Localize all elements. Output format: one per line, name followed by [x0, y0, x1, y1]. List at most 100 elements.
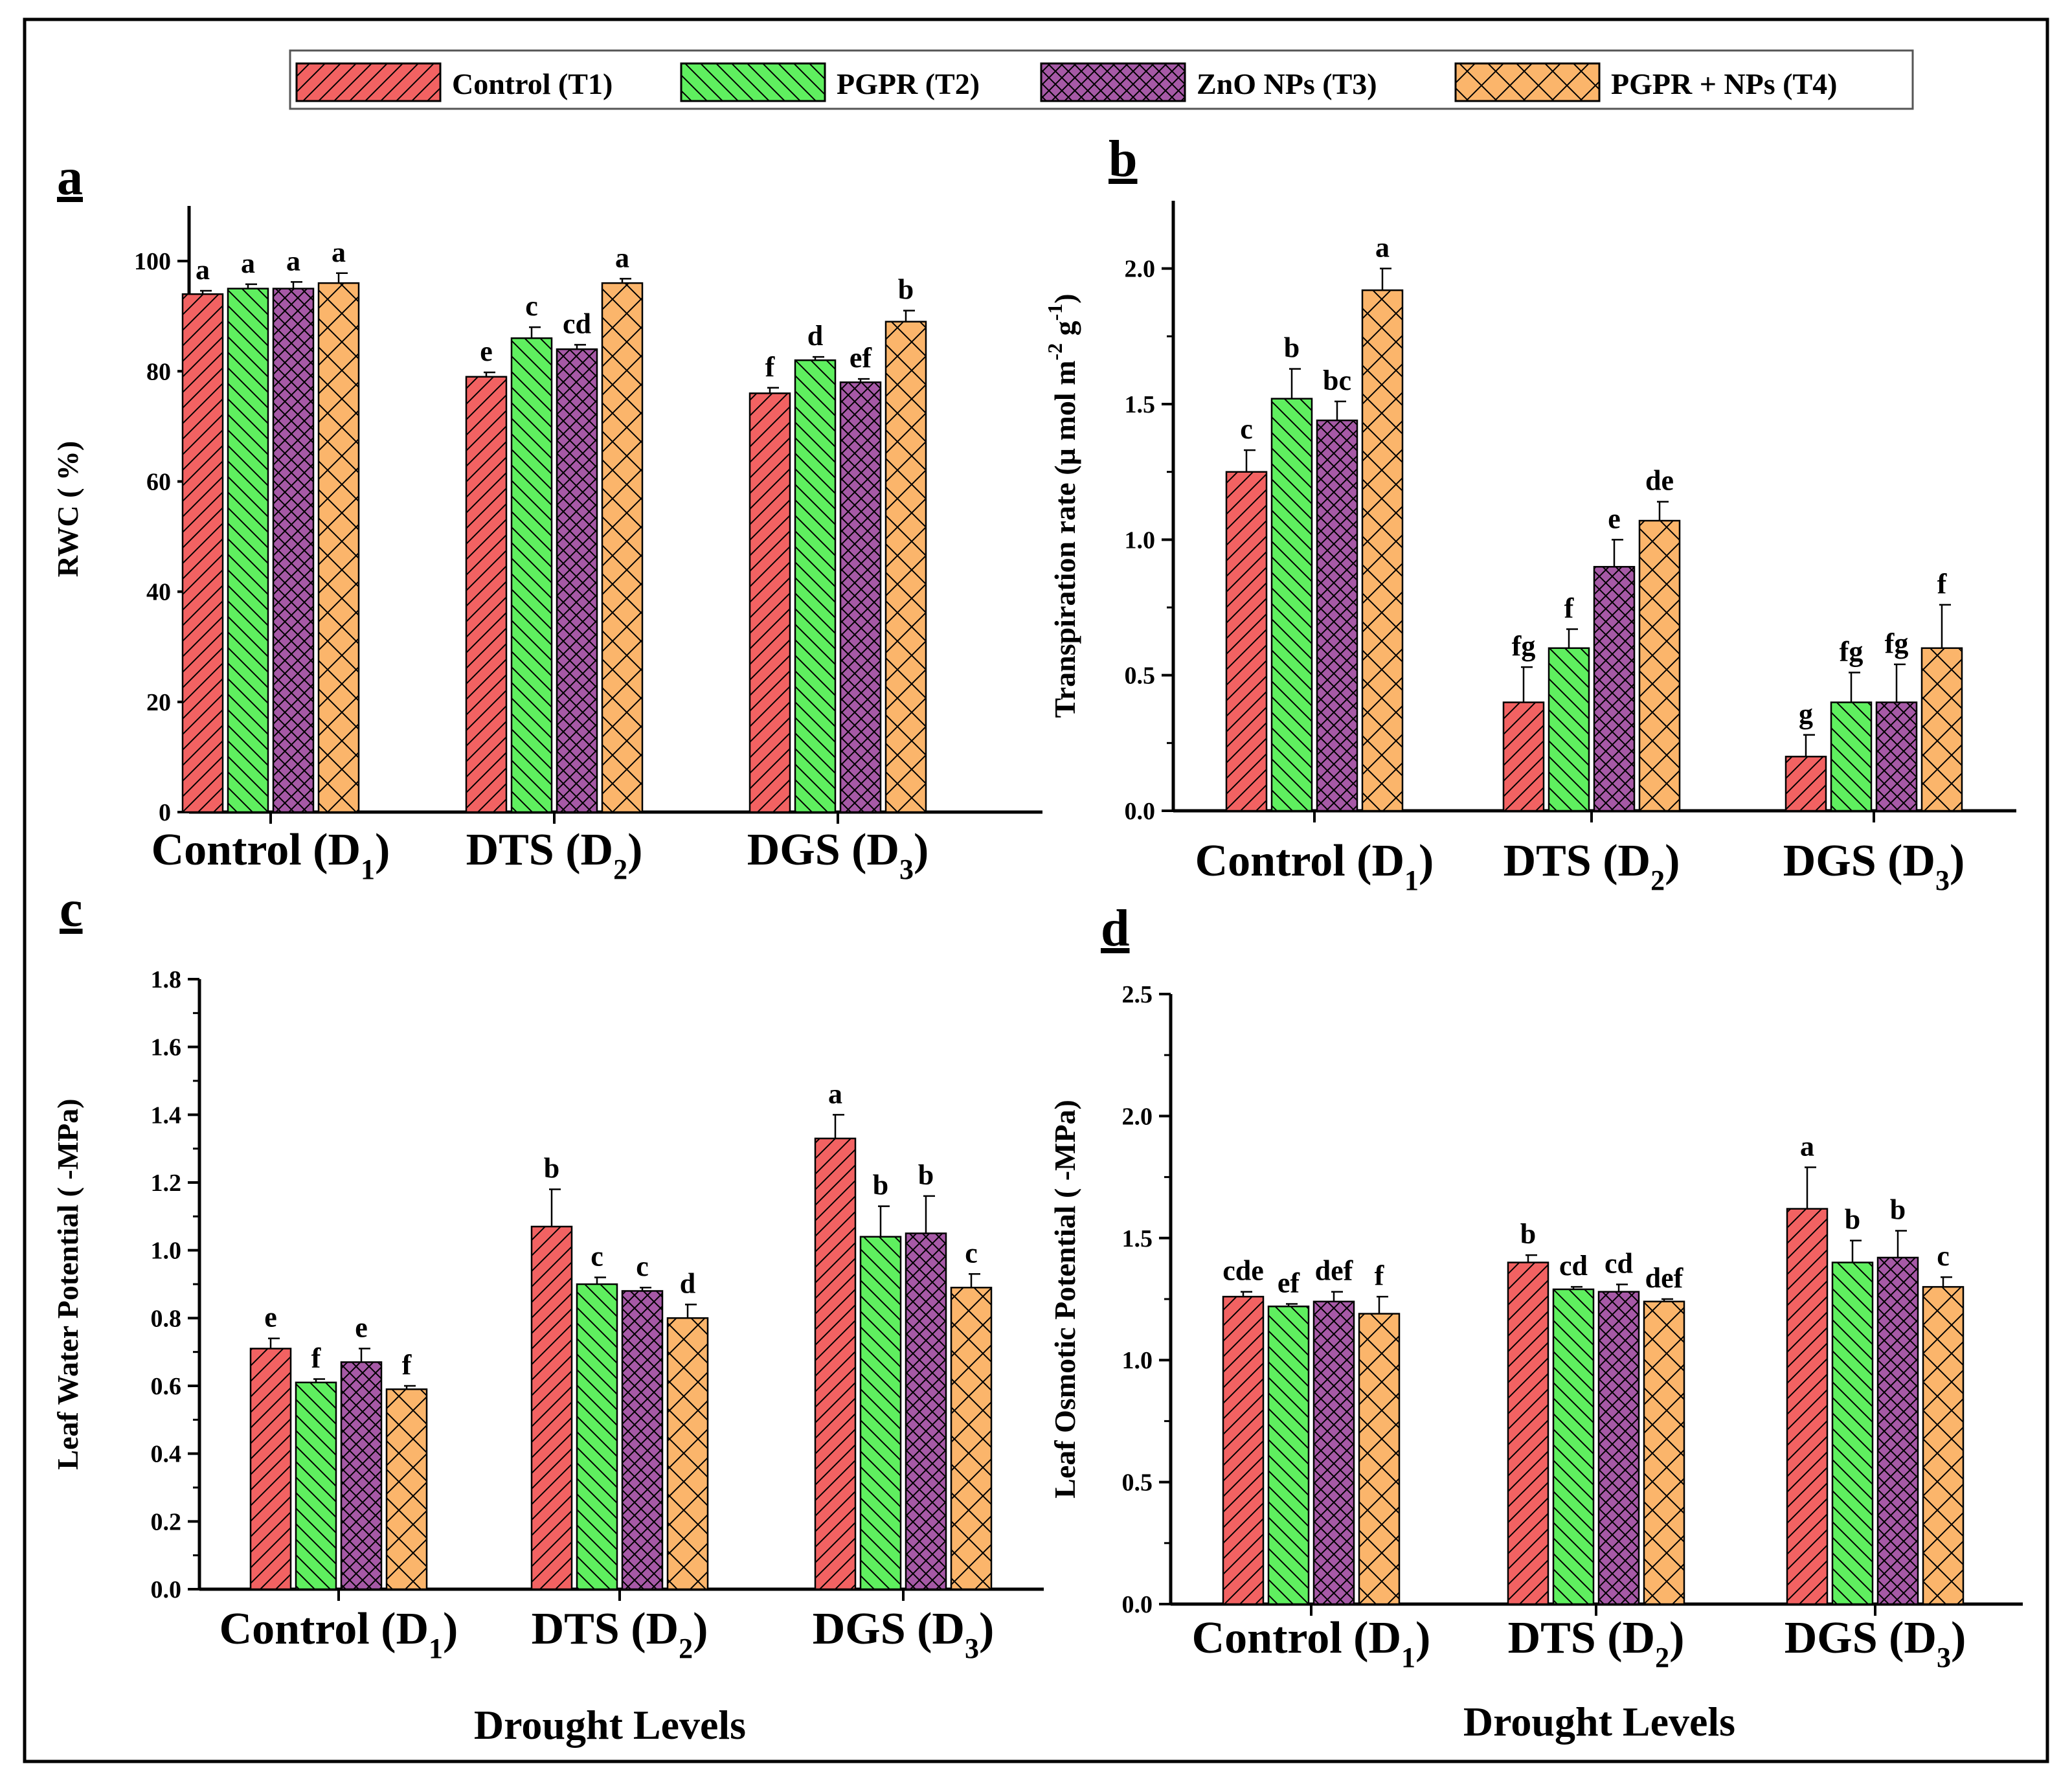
y-tick-label: 0.0: [151, 1576, 182, 1603]
bar-d-3-t3: [1876, 1256, 1919, 1605]
bar-d-1-t4: [1358, 1313, 1401, 1605]
y-tick-label: 100: [134, 248, 171, 275]
significance-letter: fg: [1885, 628, 1909, 659]
significance-letter: cde: [1222, 1255, 1264, 1287]
x-tick-label-close: ): [375, 825, 390, 875]
significance-letter: a: [615, 242, 629, 273]
x-tick-label-sub: 3: [1935, 865, 1950, 896]
y-axis-title: Leaf Water Potential ( -MPa): [51, 1098, 84, 1469]
x-tick-label-main: DGS (D: [1785, 1613, 1937, 1663]
significance-letter: fg: [1840, 635, 1864, 667]
x-tick-label-main: Control (D: [152, 825, 361, 875]
significance-letter: f: [1375, 1260, 1385, 1291]
bar-d-2-t2: [1552, 1288, 1595, 1605]
significance-letter: d: [680, 1267, 695, 1299]
significance-letter: de: [1645, 465, 1674, 497]
y-tick-label: 0: [159, 799, 171, 826]
bar-c-3-t1: [814, 1137, 857, 1590]
x-tick-label-main: DTS (D: [1503, 836, 1651, 886]
bar-b-1-t1: [1225, 471, 1268, 812]
y-tick-label: 0.0: [1125, 798, 1156, 825]
x-tick-label-sub: 1: [361, 854, 375, 885]
significance-letter: f: [765, 351, 776, 383]
significance-letter: b: [873, 1170, 888, 1201]
bar-d-3-t1: [1786, 1208, 1829, 1605]
y-tick-label: 1.6: [151, 1034, 182, 1061]
y-tick-label: 0.6: [151, 1373, 182, 1400]
x-tick-label-close: ): [1665, 836, 1680, 886]
significance-letter: cd: [1559, 1250, 1588, 1282]
y-tick-label: 0.8: [151, 1305, 182, 1332]
significance-letter: a: [1800, 1131, 1814, 1162]
y-tick-label: 40: [146, 579, 171, 606]
y-tick-label: 60: [146, 468, 171, 495]
x-tick-label-sub: 1: [1404, 865, 1419, 896]
x-tick-label: DGS (D3): [1785, 1613, 1966, 1673]
y-axis-title-part: g: [1048, 321, 1081, 343]
x-tick-label: DGS (D3): [813, 1604, 995, 1664]
x-tick-label-close: ): [914, 825, 929, 875]
bar-b-2-t2: [1548, 647, 1590, 812]
bar-d-3-t4: [1922, 1285, 1965, 1605]
x-tick-label: DGS (D3): [747, 825, 929, 885]
y-tick-label: 0.5: [1125, 662, 1156, 690]
y-tick-label: 1.0: [1125, 526, 1156, 554]
x-tick-label: Control (D1): [1192, 1613, 1431, 1673]
significance-letter: def: [1315, 1255, 1354, 1287]
significance-letter: fg: [1512, 630, 1536, 662]
y-tick-label: 80: [146, 358, 171, 385]
significance-letter: c: [1937, 1240, 1950, 1272]
significance-letter: bc: [1323, 365, 1351, 396]
x-tick-label-sub: 2: [679, 1633, 693, 1664]
bar-a-2-t3: [556, 348, 598, 813]
significance-letter: cd: [563, 308, 591, 339]
significance-letter: ef: [1278, 1267, 1301, 1299]
figure-border: [23, 17, 2049, 1763]
x-tick-label-close: ): [627, 825, 642, 875]
x-tick-label-close: ): [1950, 836, 1965, 886]
bar-b-2-t1: [1502, 701, 1545, 812]
bar-b-2-t4: [1638, 519, 1681, 812]
significance-letter: f: [311, 1342, 322, 1374]
significance-letter: ef: [850, 342, 873, 374]
significance-letter: g: [1799, 698, 1813, 730]
significance-letter: f: [1564, 592, 1575, 624]
bar-d-2-t4: [1643, 1300, 1685, 1605]
x-axis-title-right: Drought Levels: [1463, 1699, 1735, 1745]
significance-letter: a: [332, 236, 346, 268]
x-tick-label-sub: 3: [1937, 1642, 1951, 1673]
significance-letter: f: [402, 1349, 412, 1381]
bar-a-1-t3: [272, 288, 315, 813]
x-tick-label: Control (D1): [1195, 836, 1434, 896]
significance-letter: a: [828, 1078, 842, 1109]
bar-a-1-t1: [181, 293, 224, 813]
bar-c-3-t4: [950, 1286, 993, 1590]
legend-swatch-4: [1454, 62, 1601, 102]
y-tick-label: 0.5: [1122, 1469, 1153, 1497]
y-tick-label: 1.0: [1122, 1347, 1153, 1374]
bar-d-3-t2: [1831, 1262, 1874, 1605]
x-tick-label: DTS (D2): [466, 825, 643, 885]
significance-letter: b: [1845, 1204, 1860, 1236]
x-tick-label-close: ): [1415, 1613, 1430, 1663]
legend-swatch-3: [1040, 62, 1186, 102]
bar-b-1-t3: [1316, 419, 1358, 812]
y-axis-title-part: Transpiration rate (µ mol m: [1048, 361, 1081, 718]
x-tick-label-sub: 2: [1650, 865, 1665, 896]
bar-b-3-t3: [1875, 701, 1918, 812]
bar-b-3-t4: [1920, 647, 1963, 812]
bar-c-1-t1: [249, 1348, 292, 1590]
significance-letter: d: [807, 320, 823, 352]
x-tick-label-close: ): [1669, 1613, 1684, 1663]
x-tick-label-sub: 1: [429, 1633, 443, 1664]
bar-c-2-t2: [576, 1283, 618, 1590]
x-tick-label-close: ): [693, 1604, 708, 1654]
chart-panels: Drought Levels Drought Levelsa02040608010…: [51, 131, 2023, 1748]
x-tick-label-main: Control (D: [1192, 1613, 1401, 1663]
y-axis-title: Transpiration rate (µ mol m-2 g-1): [1043, 293, 1081, 718]
bar-d-1-t3: [1312, 1300, 1355, 1605]
bar-c-1-t3: [340, 1361, 383, 1590]
x-tick-label-main: DGS (D: [747, 825, 899, 875]
panel-d: d 0.0 0.5 1.0 1.5 2.0 2.5 Leaf Osmotic Potentia…: [1048, 900, 2023, 1673]
